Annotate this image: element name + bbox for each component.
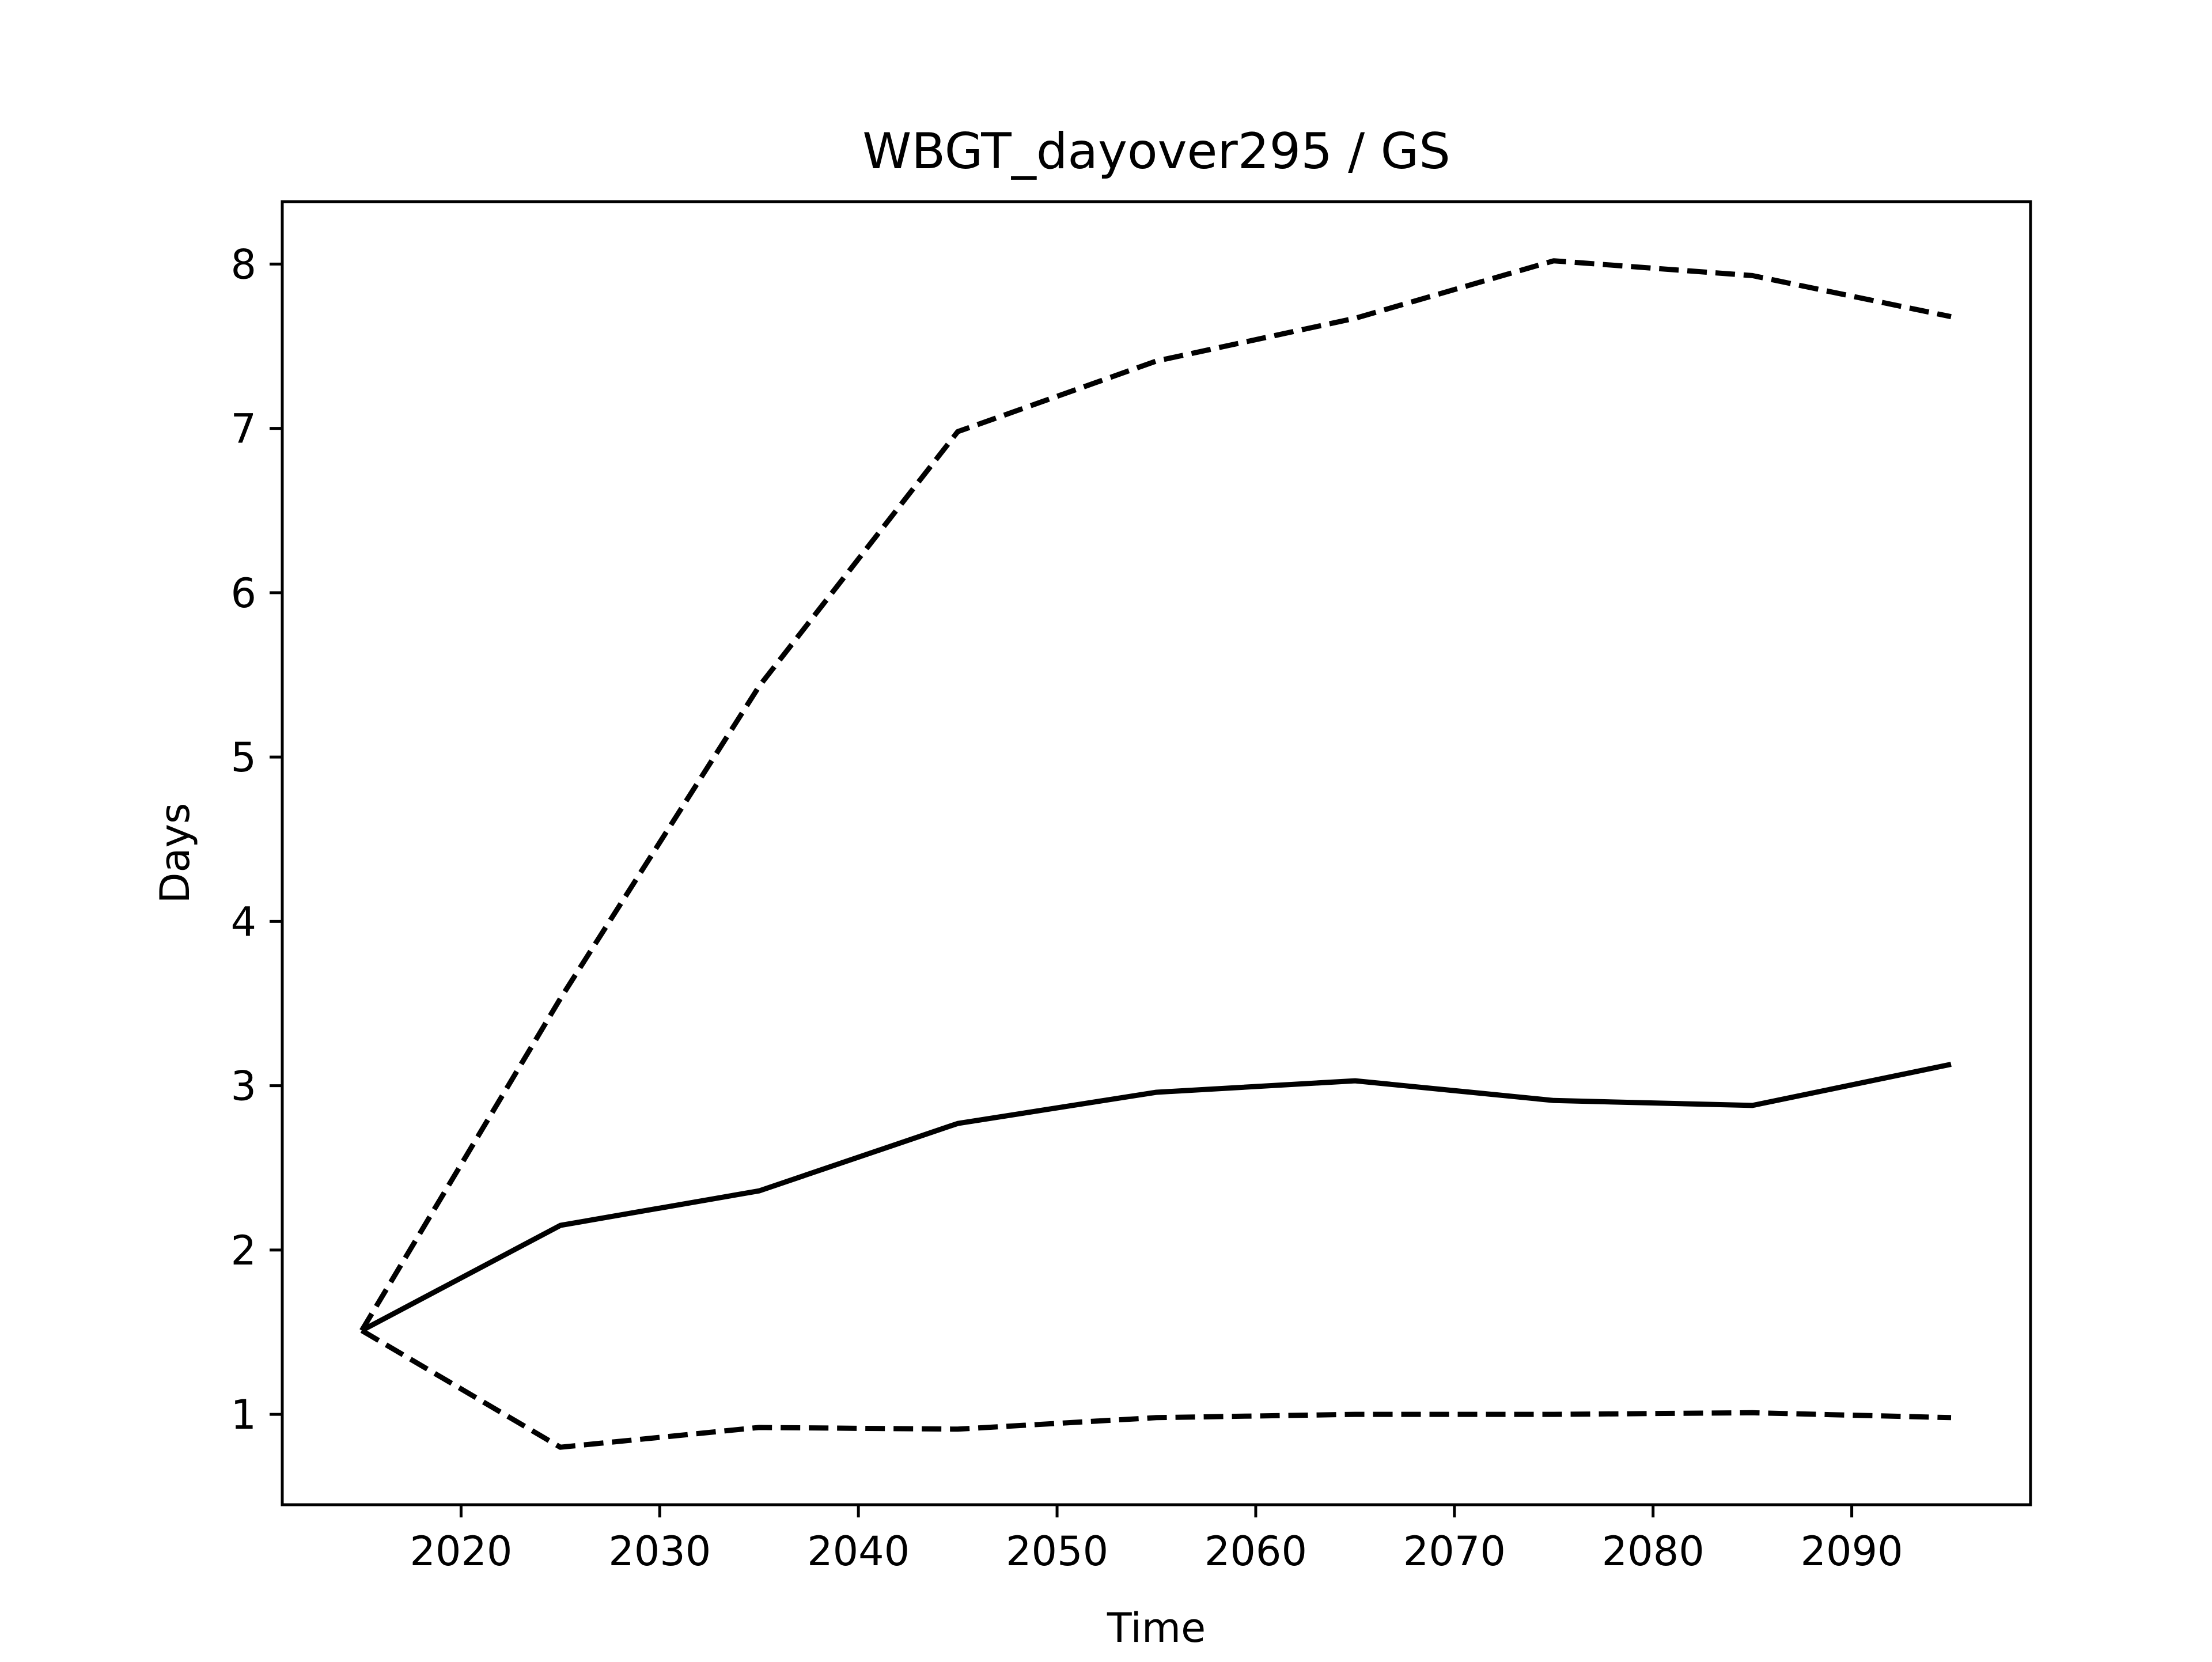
x-tick-label: 2080 (1602, 1528, 1705, 1575)
y-tick-label: 8 (230, 241, 256, 288)
x-tick-label: 2090 (1801, 1528, 1903, 1575)
y-axis-label: Days (151, 803, 199, 904)
x-tick-label: 2040 (807, 1528, 910, 1575)
y-tick-label: 7 (230, 406, 256, 453)
y-tick-label: 4 (230, 898, 256, 945)
y-tick-label: 2 (230, 1227, 256, 1274)
y-tick-label: 1 (230, 1391, 256, 1438)
plot-frame (281, 200, 2032, 1506)
x-tick-label: 2030 (608, 1528, 711, 1575)
chart-title: WBGT_dayover295 / GS (862, 123, 1450, 180)
x-axis-label: Time (1107, 1604, 1206, 1652)
x-tick-label: 2050 (1006, 1528, 1108, 1575)
x-tick-label: 2070 (1403, 1528, 1506, 1575)
x-tick-label: 2060 (1205, 1528, 1307, 1575)
ticks-layer: 2020 2030 2040 2050 2060 2070 2080 2090 1 2 3 4 5 6 7 8 (230, 241, 1903, 1575)
x-tick-label: 2020 (410, 1528, 512, 1575)
series-layer (359, 258, 1952, 1450)
y-tick-label: 5 (230, 734, 256, 781)
series-line-3-dashed (360, 1328, 1952, 1450)
y-tick-label: 3 (230, 1063, 256, 1110)
series-line-1-solid (360, 1062, 1952, 1333)
y-tick-label: 6 (230, 570, 256, 617)
series-line-2-dashed (359, 258, 1952, 1332)
